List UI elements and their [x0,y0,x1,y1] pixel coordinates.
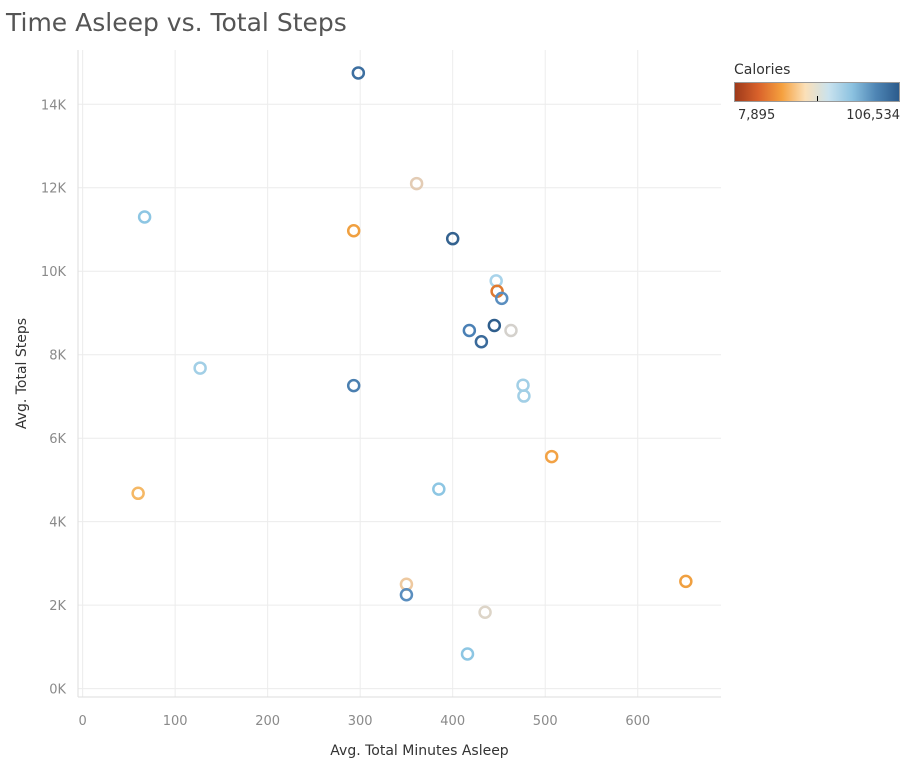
data-point [460,647,475,661]
data-point [494,291,509,306]
legend-max-label: 106,534 [846,108,900,123]
data-point [462,323,477,338]
x-axis-ticks: 0 100 200 300 400 500 600 [78,714,650,729]
y-tick-label: 6K [49,432,66,447]
legend-gradient-bar [734,82,900,102]
data-point [487,318,502,333]
data-point [137,210,152,224]
y-tick-label: 10K [41,265,67,280]
y-tick-label: 4K [49,516,66,531]
x-tick-label: 500 [533,714,558,729]
data-point [432,482,446,496]
data-point [409,176,424,191]
y-tick-label: 0K [49,683,66,698]
data-point [131,486,145,501]
x-axis-title: Avg. Total Minutes Asleep [330,743,509,759]
y-axis-ticks: 0K 2K 4K 6K 8K 10K 12K 14K [41,98,67,697]
data-points [131,66,693,661]
y-tick-label: 8K [49,349,66,364]
y-tick-label: 2K [49,599,66,614]
legend-marker [817,96,818,101]
data-point [399,587,414,602]
data-point [346,378,361,393]
x-tick-label: 600 [625,714,650,729]
y-tick-label: 14K [41,98,67,113]
data-point [544,449,559,464]
chart-title: Time Asleep vs. Total Steps [6,8,347,37]
data-point [517,389,531,403]
x-tick-label: 400 [440,714,465,729]
data-point [346,223,361,238]
legend-title: Calories [734,62,791,78]
data-point [679,574,693,589]
data-point [474,335,489,349]
y-tick-label: 12K [41,182,67,197]
data-point [516,378,530,392]
data-point [504,323,518,338]
x-tick-label: 300 [348,714,373,729]
x-tick-label: 100 [163,714,188,729]
data-point [478,605,492,620]
x-tick-label: 0 [78,714,86,729]
data-point [193,361,207,375]
color-legend: Calories 7,895 106,534 [734,62,904,126]
legend-min-label: 7,895 [738,108,776,123]
data-point [445,231,460,246]
data-point [351,66,366,80]
x-tick-label: 200 [255,714,280,729]
gridlines [78,50,721,697]
y-axis-title: Avg. Total Steps [14,318,30,429]
